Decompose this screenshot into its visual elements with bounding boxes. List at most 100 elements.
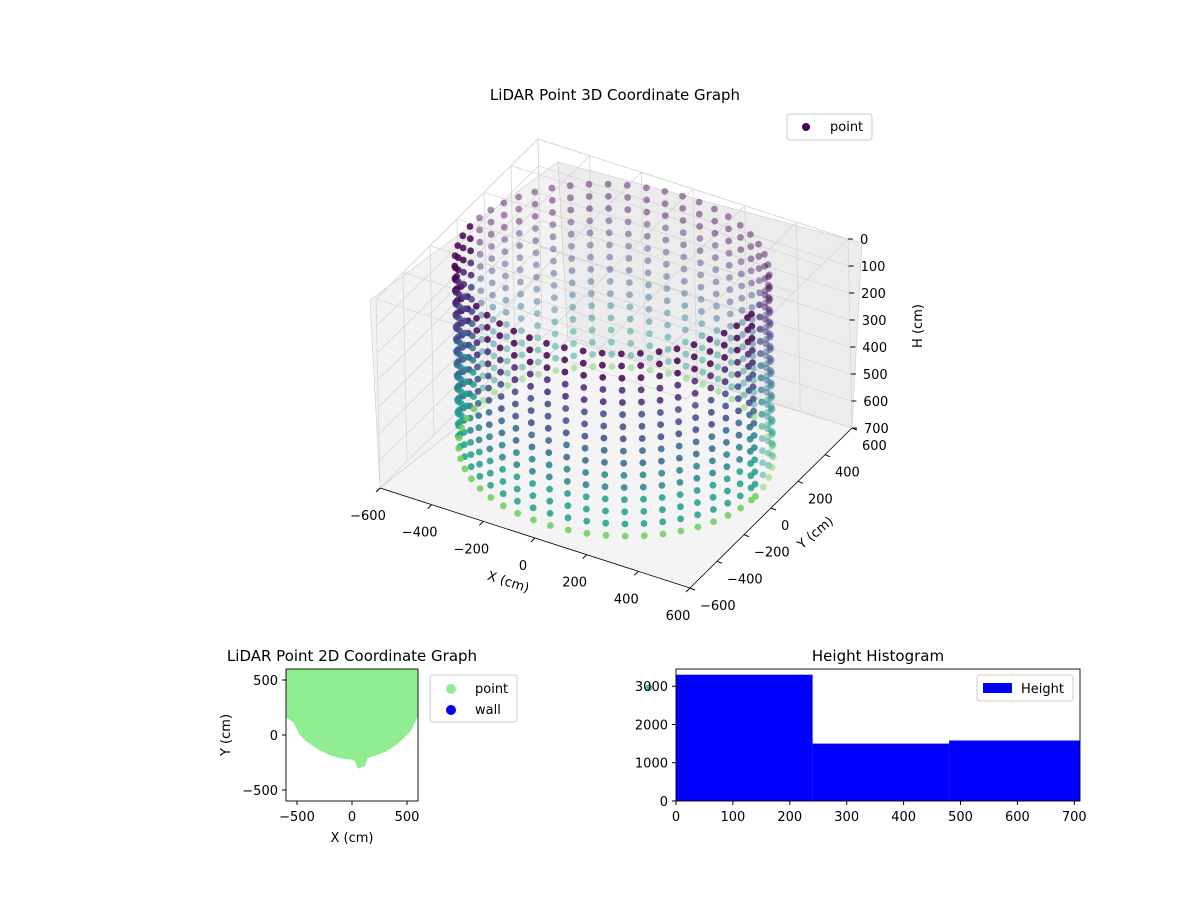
lidar-point — [645, 318, 653, 325]
lidar-point — [563, 465, 571, 473]
lidar-point — [499, 490, 507, 498]
lidar-point — [640, 532, 648, 540]
lidar-point — [474, 387, 482, 395]
lidar-point — [561, 356, 569, 364]
lidar-point — [589, 363, 597, 370]
lidar-point — [733, 334, 741, 342]
lidar-point — [763, 389, 771, 396]
lidar-point — [517, 278, 524, 286]
lidar-point — [496, 320, 503, 327]
legend-2d-wall-marker — [446, 705, 456, 715]
lidar-point — [756, 313, 763, 321]
lidar-point — [600, 422, 608, 430]
lidar-point — [586, 229, 594, 237]
x-tick-3d — [427, 504, 433, 510]
lidar-point — [768, 427, 775, 435]
z-tick-label-3d: 300 — [862, 314, 887, 329]
lidar-point — [643, 233, 651, 240]
lidar-point — [642, 184, 650, 192]
lidar-point — [722, 426, 730, 434]
chart-2d: LiDAR Point 2D Coordinate Graph −500 0 500… — [219, 647, 518, 846]
legend-3d — [786, 113, 873, 141]
lidar-point — [473, 339, 481, 347]
lidar-point — [488, 279, 496, 287]
lidar-point — [759, 483, 767, 491]
lidar-point — [768, 405, 776, 412]
lidar-point — [725, 237, 733, 245]
lidar-point — [767, 403, 775, 411]
lidar-point — [512, 437, 520, 444]
lidar-point — [500, 502, 507, 510]
lidar-point — [759, 471, 767, 479]
z-tick-label-3d: 600 — [863, 395, 888, 410]
lidar-point — [454, 254, 462, 262]
lidar-point — [766, 334, 773, 341]
lidar-point — [478, 336, 486, 343]
lidar-point — [737, 270, 745, 278]
lidar-point — [528, 455, 536, 463]
lidar-point — [526, 346, 534, 354]
lidar-point — [519, 375, 526, 383]
lidar-point — [518, 363, 526, 371]
lidar-point — [518, 327, 525, 334]
lidar-point — [500, 199, 508, 207]
lidar-point — [765, 297, 773, 305]
lidar-point — [581, 408, 588, 416]
lidar-point — [735, 419, 743, 427]
x-tick-label-histogram: 500 — [948, 810, 973, 825]
lidar-point — [476, 214, 483, 222]
lidar-point — [514, 497, 521, 505]
lidar-point — [757, 362, 765, 370]
lidar-point — [476, 485, 484, 492]
lidar-point — [487, 481, 494, 489]
lidar-point — [722, 390, 729, 398]
lidar-point — [582, 481, 590, 489]
lidar-point — [561, 368, 569, 376]
lidar-point — [763, 401, 771, 408]
lidar-point — [476, 250, 484, 258]
lidar-point — [457, 363, 464, 371]
lidar-point — [664, 321, 671, 329]
lidar-point — [695, 210, 703, 218]
lidar-point — [468, 475, 475, 483]
lidar-point — [498, 417, 505, 425]
y-tick-3d — [689, 587, 696, 591]
lidar-point — [548, 197, 556, 204]
lidar-point — [545, 461, 553, 469]
lidar-point — [517, 315, 525, 322]
lidar-point — [761, 263, 769, 270]
lidar-point — [487, 494, 495, 501]
lidar-point — [601, 495, 609, 503]
lidar-point — [489, 328, 497, 335]
lidar-point — [764, 273, 772, 281]
lidar-point — [543, 364, 551, 371]
lidar-point — [679, 229, 687, 237]
gridline-back-x — [847, 238, 853, 429]
lidar-point — [767, 407, 775, 414]
lidar-point — [656, 384, 664, 392]
lidar-point — [693, 487, 701, 494]
lidar-point — [761, 304, 769, 311]
lidar-point — [601, 459, 608, 466]
lidar-point — [758, 386, 765, 394]
lidar-point — [761, 291, 769, 299]
lidar-point — [762, 316, 769, 323]
lidar-point — [527, 395, 535, 402]
z-tick-label-3d: 500 — [863, 368, 888, 383]
lidar-point — [767, 344, 775, 352]
lidar-point — [709, 469, 716, 477]
lidar-point — [768, 431, 776, 439]
lidar-point — [600, 446, 608, 454]
lidar-point — [765, 318, 773, 326]
lidar-point — [734, 395, 742, 403]
lidar-point — [532, 249, 540, 257]
lidar-point — [568, 267, 576, 275]
lidar-point — [696, 235, 704, 242]
lidar-point — [546, 485, 553, 493]
lidar-point — [680, 277, 688, 285]
lidar-point — [768, 443, 776, 451]
lidar-point — [626, 315, 634, 323]
gridline-back-x — [795, 222, 801, 412]
lidar-point — [511, 376, 519, 384]
lidar-point — [712, 290, 720, 298]
